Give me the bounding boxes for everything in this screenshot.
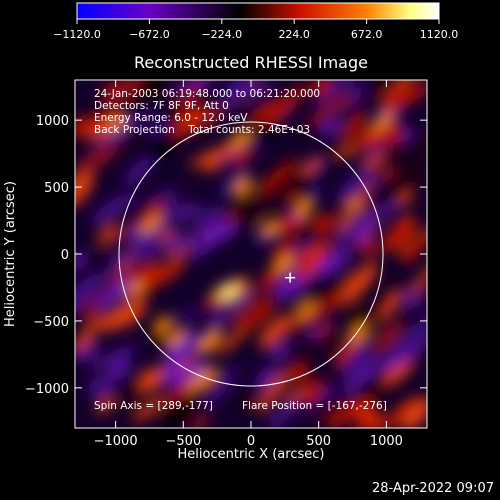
- y-tick-label: 0: [61, 248, 69, 263]
- annotation-energy-range: Energy Range: 6.0 - 12.0 keV: [94, 112, 248, 124]
- y-tick-label: −1000: [25, 382, 69, 397]
- colorbar-tick-label: −672.0: [129, 28, 170, 41]
- y-tick-label: −500: [33, 315, 69, 330]
- colorbar-tick-label: 1120.0: [420, 28, 459, 41]
- y-tick-label: 500: [44, 181, 69, 196]
- x-tick-label: −1000: [94, 434, 138, 449]
- spin-axis-marker: [285, 272, 296, 283]
- x-tick-label: 500: [306, 434, 331, 449]
- annotation-time-range: 24-Jan-2003 06:19:48.000 to 06:21:20.000: [94, 88, 320, 100]
- colorbar-tick-label: −224.0: [201, 28, 242, 41]
- heatmap-image: [75, 80, 427, 428]
- x-tick-label: 1000: [370, 434, 403, 449]
- colorbar-tick-label: 224.0: [278, 28, 310, 41]
- y-axis-label: Heliocentric Y (arcsec): [3, 181, 18, 327]
- colorbar: [76, 2, 440, 20]
- y-tick-label: 1000: [36, 114, 69, 129]
- spin-axis-text: Spin Axis = [289,-177]: [94, 400, 213, 412]
- colorbar-tick-label: −1120.0: [53, 28, 101, 41]
- solar-limb-circle: [118, 121, 384, 387]
- x-tick-label: −500: [165, 434, 201, 449]
- annotation-method-counts: Back Projection Total counts: 2.46E+03: [94, 124, 310, 136]
- x-axis-ticks: −1000 −500 0 500 1000: [94, 80, 403, 449]
- chart-title: Reconstructed RHESSI Image: [134, 53, 368, 72]
- colorbar-ticks: −1120.0 −672.0 −224.0 224.0 672.0 1120.0: [53, 19, 458, 41]
- x-tick-label: 0: [247, 434, 255, 449]
- x-axis-label: Heliocentric X (arcsec): [178, 447, 325, 462]
- y-axis-ticks: −1000 −500 0 500 1000: [25, 114, 427, 397]
- flare-position-text: Flare Position = [-167,-276]: [242, 400, 387, 412]
- footer-timestamp: 28-Apr-2022 09:07: [372, 481, 494, 496]
- colorbar-tick-label: 672.0: [351, 28, 383, 41]
- annotation-detectors: Detectors: 7F 8F 9F, Att 0: [94, 100, 229, 112]
